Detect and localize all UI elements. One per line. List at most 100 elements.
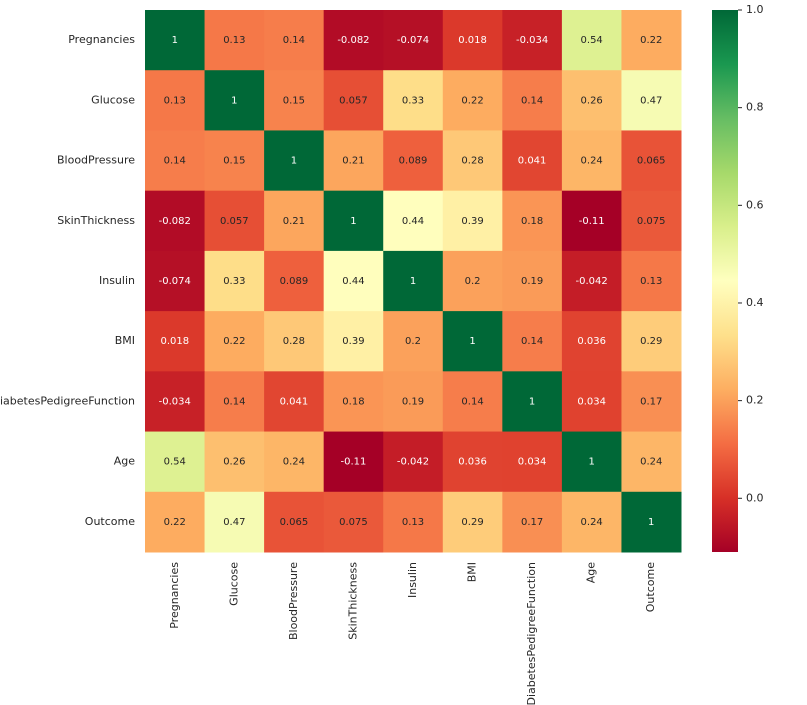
x-tick-label: SkinThickness [346, 562, 359, 640]
cell-label: -0.082 [337, 35, 369, 46]
heatmap-cell [502, 491, 563, 553]
heatmap-cell [442, 70, 503, 131]
heatmap-cell [502, 250, 563, 312]
heatmap-cell [442, 431, 503, 493]
heatmap-cell [323, 491, 384, 553]
cell-label: 0.057 [220, 216, 249, 227]
cell-label: 1 [291, 156, 297, 167]
cell-label: 1 [350, 216, 356, 227]
heatmap-cell [502, 311, 563, 372]
cell-label: 0.036 [577, 336, 606, 347]
heatmap-cell [561, 311, 622, 372]
y-tick-label: Insulin [99, 274, 135, 287]
heatmap-cell [323, 190, 384, 252]
heatmap-cell [323, 70, 384, 131]
y-tick-label: Glucose [91, 93, 135, 106]
cell-label: 0.018 [458, 35, 487, 46]
cell-label: 0.15 [283, 95, 305, 106]
x-tick-label: Pregnancies [168, 562, 181, 629]
cell-label: 0.041 [280, 396, 309, 407]
cell-label: 0.21 [283, 216, 305, 227]
cell-label: 0.089 [280, 276, 309, 287]
cell-label: 0.28 [283, 336, 305, 347]
heatmap-cell [621, 70, 682, 131]
heatmap-cell [264, 431, 325, 493]
cell-label: 0.018 [160, 336, 189, 347]
cell-label: 0.041 [518, 156, 547, 167]
y-tick-label: Age [114, 455, 136, 468]
cell-label: 0.15 [223, 156, 245, 167]
heatmap-cell [383, 190, 444, 252]
colorbar [712, 10, 738, 552]
cell-label: 0.14 [461, 396, 483, 407]
cell-label: -0.042 [397, 457, 429, 468]
x-tick-label: BMI [466, 562, 479, 582]
heatmap-cell [621, 431, 682, 493]
cell-label: 0.22 [640, 35, 662, 46]
heatmap-cell [323, 311, 384, 372]
heatmap-cell [145, 130, 206, 192]
cell-label: 0.29 [461, 517, 483, 528]
heatmap-cell [264, 371, 325, 433]
cell-label: 0.034 [577, 396, 606, 407]
cell-label: 0.065 [637, 156, 666, 167]
cell-label: 0.24 [640, 457, 662, 468]
cell-label: 0.14 [283, 35, 305, 46]
heatmap-cell [383, 250, 444, 312]
cell-label: 0.13 [402, 517, 424, 528]
y-tick-label: BMI [115, 334, 135, 347]
heatmap-cell [204, 130, 265, 192]
heatmap-cell [442, 250, 503, 312]
cell-label: 1 [529, 396, 535, 407]
cell-label: 0.39 [461, 216, 483, 227]
x-tick-label: Insulin [406, 562, 419, 598]
heatmap-cell [383, 10, 444, 71]
heatmap-cell [442, 371, 503, 433]
x-tick-label: BloodPressure [287, 562, 300, 640]
cell-label: 0.29 [640, 336, 662, 347]
cell-label: -0.034 [159, 396, 191, 407]
cell-label: 0.14 [164, 156, 186, 167]
heatmap-cell [204, 431, 265, 493]
heatmap-cell [502, 70, 563, 131]
cell-label: 0.036 [458, 457, 487, 468]
cell-label: -0.074 [159, 276, 191, 287]
heatmap-cell [442, 311, 503, 372]
cell-label: 0.33 [402, 95, 424, 106]
heatmap-cell [145, 190, 206, 252]
heatmap-cell [442, 10, 503, 71]
cell-label: 0.18 [342, 396, 364, 407]
cell-label: -0.082 [159, 216, 191, 227]
colorbar-tick-label: 0.4 [746, 296, 764, 309]
colorbar-tick-label: 0.0 [746, 491, 764, 504]
cell-label: 1 [648, 517, 654, 528]
cell-label: 0.24 [283, 457, 305, 468]
cell-label: 0.22 [223, 336, 245, 347]
heatmap-cell [323, 10, 384, 71]
cell-label: 0.14 [521, 95, 543, 106]
cell-label: -0.042 [576, 276, 608, 287]
cell-label: 0.057 [339, 95, 368, 106]
heatmap-cell [383, 371, 444, 433]
cell-label: 0.44 [402, 216, 424, 227]
heatmap-cell [264, 250, 325, 312]
heatmap-cell [561, 491, 622, 553]
cell-label: 1 [231, 95, 237, 106]
heatmap-cell [383, 130, 444, 192]
y-tick-label: BloodPressure [57, 154, 135, 167]
heatmap-cell [145, 10, 206, 71]
heatmap-cell [621, 130, 682, 192]
cell-label: -0.11 [579, 216, 605, 227]
cell-label: 0.075 [339, 517, 368, 528]
heatmap-cell [442, 190, 503, 252]
cell-label: 0.47 [223, 517, 245, 528]
x-tick-label: DiabetesPedigreeFunction [525, 562, 538, 705]
heatmap-cell [323, 130, 384, 192]
heatmap-cell [621, 311, 682, 372]
heatmap-cell [502, 130, 563, 192]
cell-label: 0.24 [581, 517, 603, 528]
heatmap-cell [264, 190, 325, 252]
colorbar-tick-label: 0.8 [746, 101, 764, 114]
cell-label: -0.034 [516, 35, 548, 46]
